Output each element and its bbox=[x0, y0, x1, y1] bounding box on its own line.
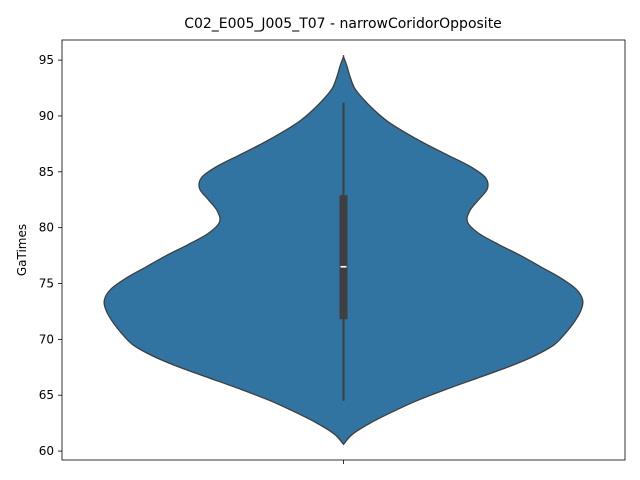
y-tick-label: 85 bbox=[39, 165, 54, 179]
y-tick-label: 60 bbox=[39, 444, 54, 458]
y-tick-label: 75 bbox=[39, 277, 54, 291]
y-tick-label: 90 bbox=[39, 109, 54, 123]
y-axis: 60 65 70 75 80 85 90 95 bbox=[39, 53, 62, 458]
y-tick-label: 70 bbox=[39, 332, 54, 346]
chart-title: C02_E005_J005_T07 - narrowCoridorOpposit… bbox=[184, 16, 502, 32]
y-tick-label: 95 bbox=[39, 53, 54, 67]
plot-area bbox=[61, 39, 626, 461]
y-tick-label: 65 bbox=[39, 388, 54, 402]
y-tick-label: 80 bbox=[39, 221, 54, 235]
y-axis-title: GaTimes bbox=[15, 224, 29, 276]
violin-iqr-box bbox=[339, 195, 348, 320]
